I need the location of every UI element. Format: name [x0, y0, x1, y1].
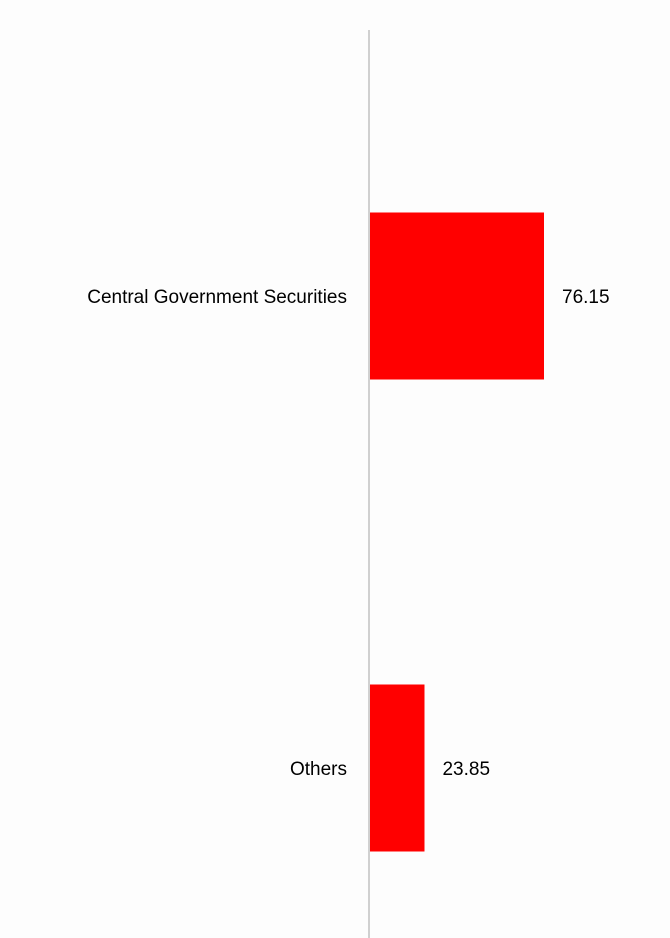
value-labels-group: 76.15 23.85: [442, 287, 609, 780]
category-label-1: Others: [290, 759, 347, 780]
value-label-0: 76.15: [562, 287, 610, 308]
bar-0: [370, 212, 544, 380]
bar-1: [370, 684, 425, 852]
value-label-1: 23.85: [442, 759, 490, 780]
category-labels-group: Central Government Securities Others: [87, 287, 347, 780]
category-label-0: Central Government Securities: [87, 287, 347, 308]
bars-group: [370, 212, 544, 852]
